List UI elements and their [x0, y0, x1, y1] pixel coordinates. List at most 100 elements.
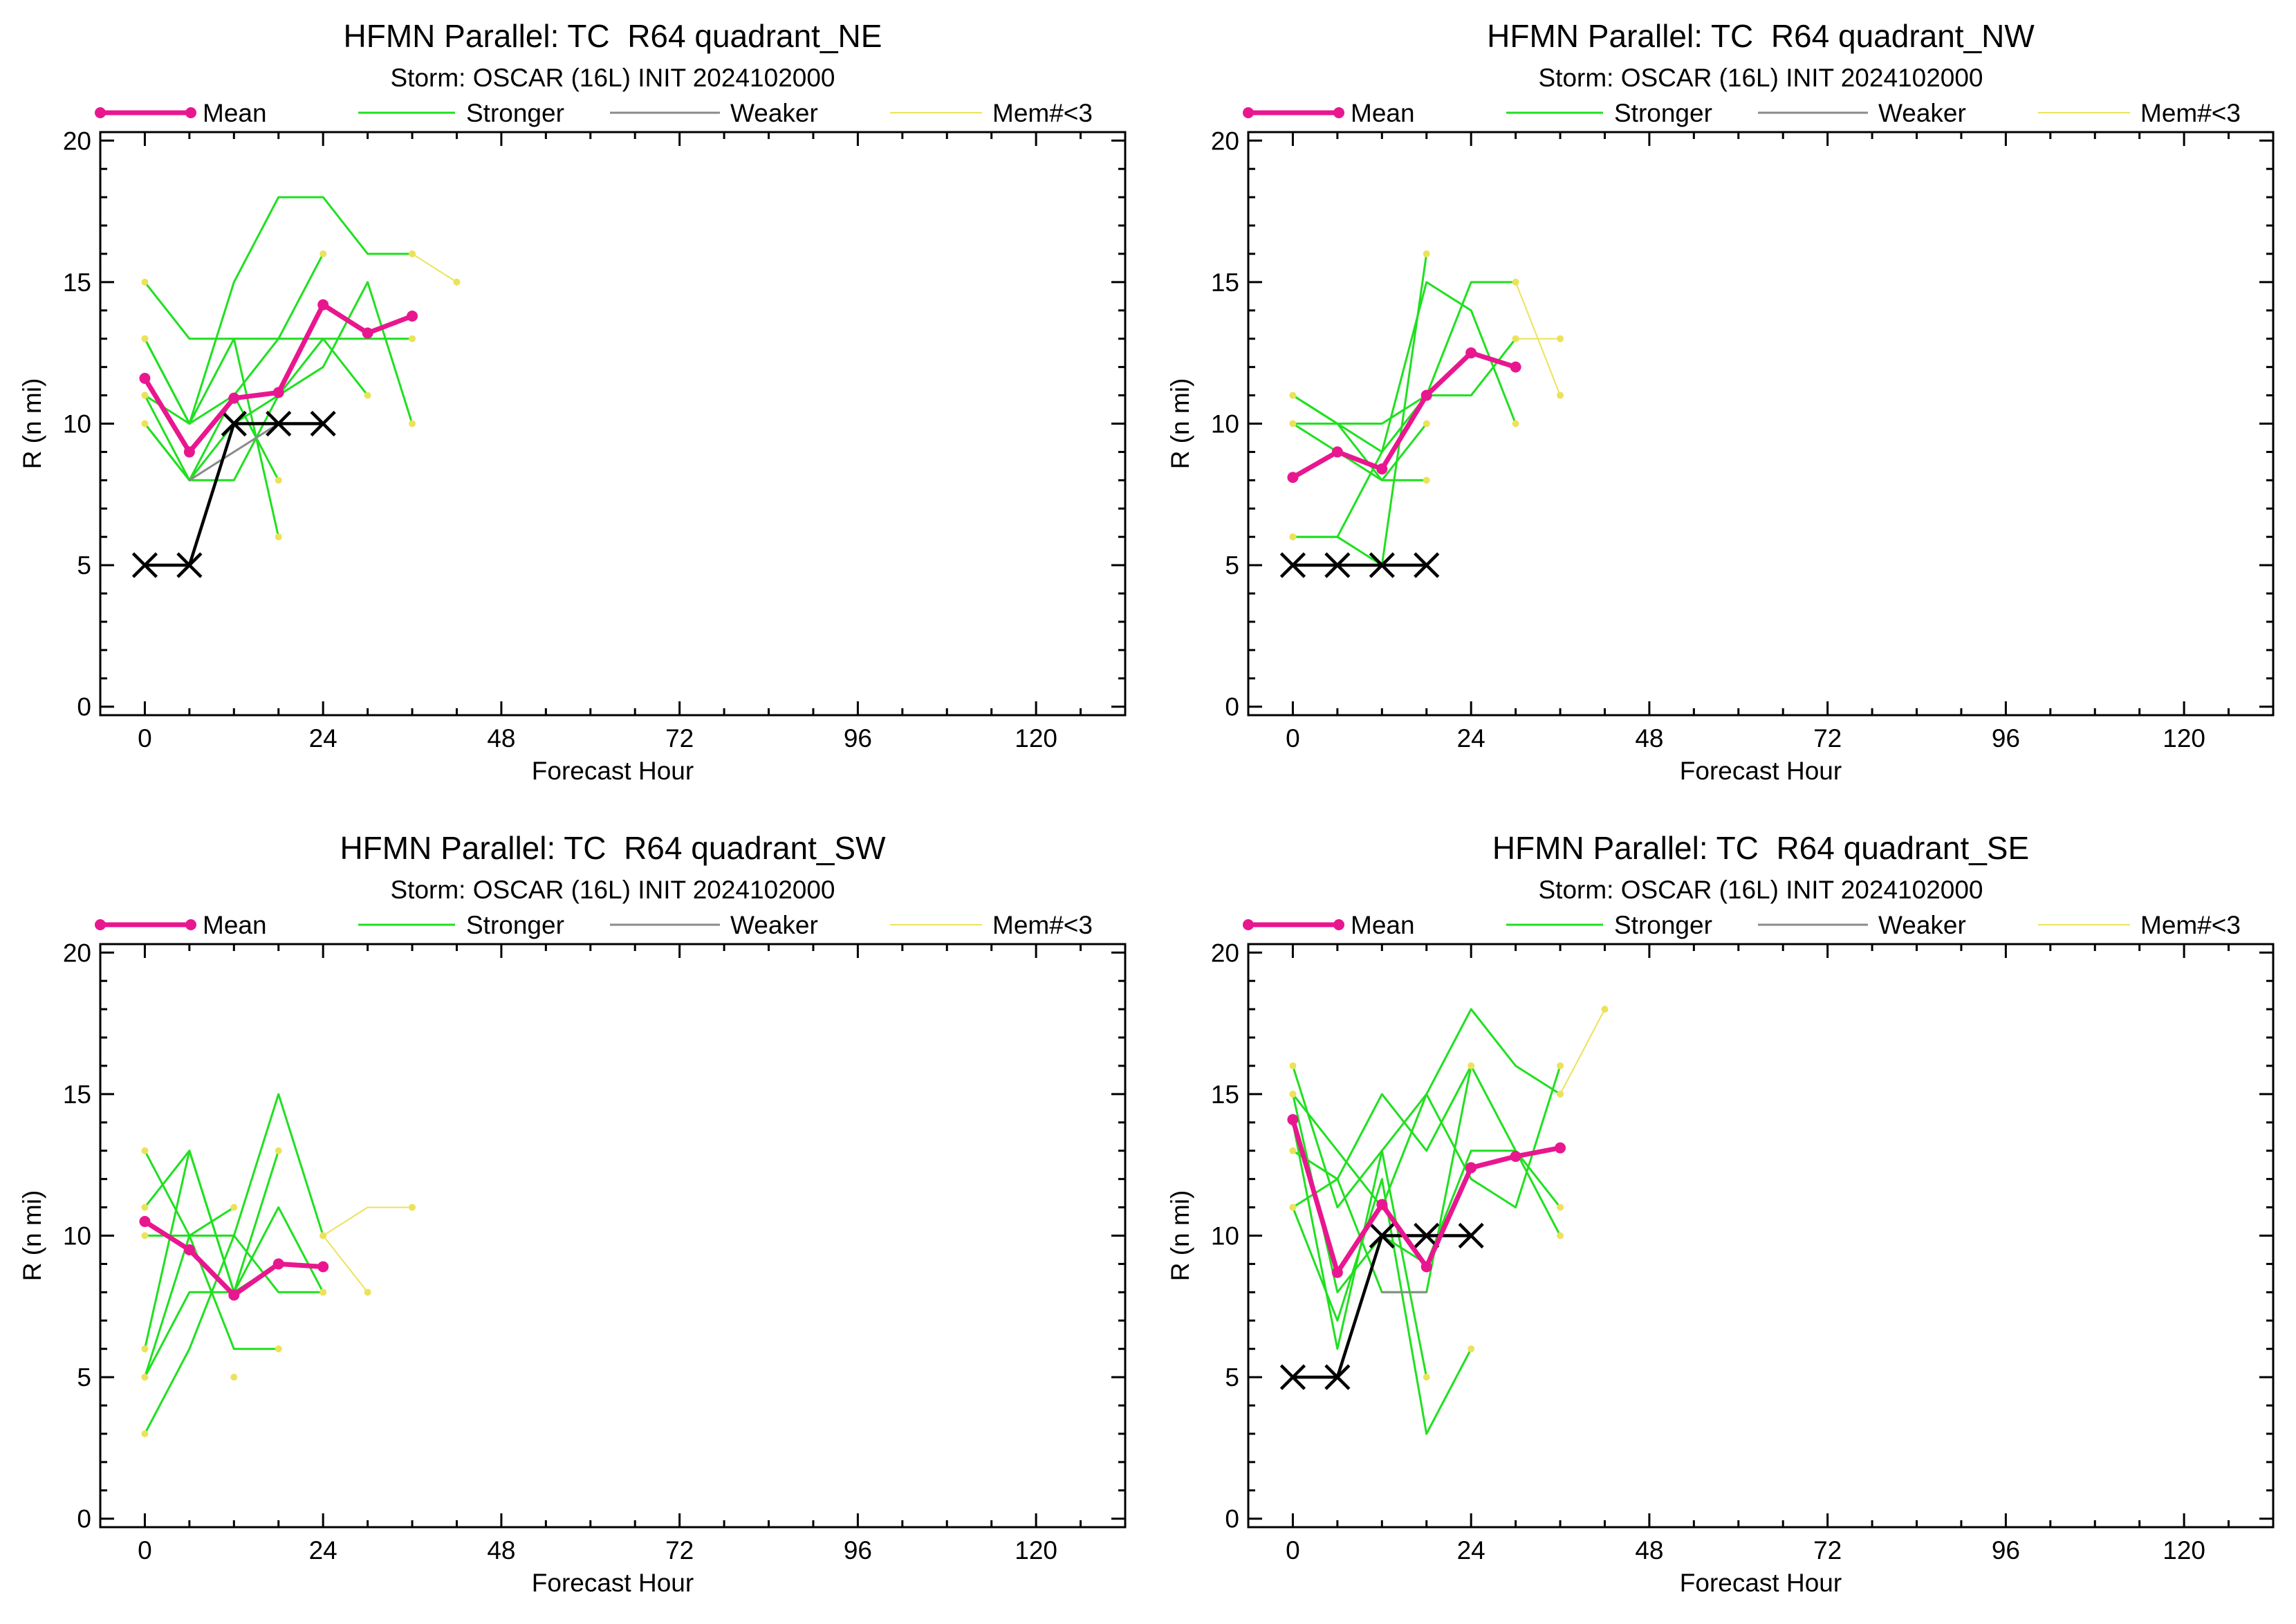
legend-weaker-label: Weaker: [730, 911, 818, 939]
member-endpoint-dot: [141, 1374, 149, 1381]
legend-mean-marker: [95, 107, 106, 118]
mean-point: [272, 1258, 284, 1270]
y-tick-label: 5: [77, 551, 91, 580]
x-tick-label: 48: [487, 1536, 515, 1565]
y-axis-label: R (n mi): [18, 378, 46, 470]
y-tick-label: 10: [1211, 410, 1239, 439]
mean-point: [1287, 472, 1299, 483]
legend-stronger-label: Stronger: [466, 911, 564, 939]
y-tick-label: 15: [63, 1080, 91, 1109]
x-tick-label: 48: [1635, 724, 1663, 753]
stronger-member-line: [143, 1093, 324, 1237]
x-tick-label: 24: [309, 724, 337, 753]
member-endpoint-dot: [1601, 1006, 1609, 1013]
chart-title: HFMN Parallel: TC R64 quadrant_NE: [344, 18, 882, 54]
legend-stronger-label: Stronger: [1614, 911, 1712, 939]
legend-mean-label: Mean: [203, 99, 267, 127]
member-endpoint-dot: [364, 391, 371, 399]
member-endpoint-dot: [320, 1232, 327, 1239]
mean-point: [1465, 1162, 1477, 1174]
stronger-member-line: [143, 1235, 324, 1435]
x-marker-stroke: [1369, 552, 1395, 578]
legend-mean-label: Mean: [1351, 911, 1415, 939]
x-marker-stroke: [310, 410, 336, 437]
observed-x-marker: [1458, 1222, 1484, 1249]
y-tick-label: 0: [77, 693, 91, 721]
y-tick-label: 0: [1225, 693, 1239, 721]
mean-point: [317, 299, 329, 311]
x-tick-label: 0: [138, 1536, 152, 1565]
y-tick-label: 5: [1225, 551, 1239, 580]
y-tick-label: 0: [1225, 1505, 1239, 1533]
x-tick-label: 72: [665, 1536, 694, 1565]
observed-x-marker: [1279, 552, 1306, 578]
member-endpoint-dot: [1289, 533, 1297, 541]
x-marker-stroke: [131, 552, 158, 578]
x-tick-label: 96: [844, 724, 872, 753]
y-tick-label: 15: [1211, 268, 1239, 297]
observed-x-marker: [266, 410, 292, 437]
member-endpoint-dot: [141, 1147, 149, 1154]
legend-mean-marker: [1243, 107, 1254, 118]
chart-subtitle: Storm: OSCAR (16L) INIT 2024102000: [390, 64, 835, 92]
y-tick-label: 10: [63, 410, 91, 439]
x-marker-stroke: [1279, 1364, 1306, 1390]
observed-x-marker: [1324, 1364, 1351, 1390]
chart-subtitle: Storm: OSCAR (16L) INIT 2024102000: [1538, 64, 1983, 92]
x-tick-label: 96: [1992, 1536, 2020, 1565]
legend-mean-marker: [1243, 919, 1254, 930]
legend-mem-lt3-label: Mem#<3: [992, 911, 1093, 939]
x-marker-stroke: [1369, 1222, 1395, 1249]
x-tick-label: 0: [1286, 724, 1300, 753]
y-axis-label: R (n mi): [18, 1190, 46, 1282]
y-tick-label: 15: [63, 268, 91, 297]
mem-lt3-line: [322, 1206, 413, 1237]
legend-weaker-label: Weaker: [730, 99, 818, 127]
chart-title: HFMN Parallel: TC R64 quadrant_SE: [1492, 830, 2029, 866]
chart-panel: HFMN Parallel: TC R64 quadrant_NW Storm: …: [1166, 18, 2275, 785]
legend-mean-marker: [185, 919, 196, 930]
stronger-member-line: [143, 1235, 280, 1350]
member-endpoint-dot: [1423, 477, 1430, 484]
legend-mem-lt3-label: Mem#<3: [992, 99, 1093, 127]
member-endpoint-dot: [1289, 420, 1297, 427]
legend-mean-label: Mean: [1351, 99, 1415, 127]
x-tick-label: 72: [1813, 724, 1842, 753]
observed-x-marker: [1369, 552, 1395, 578]
x-tick-label: 120: [1015, 1536, 1057, 1565]
legend-mean-marker: [185, 107, 196, 118]
y-tick-label: 5: [1225, 1363, 1239, 1392]
stronger-member-line: [1291, 338, 1517, 453]
observed-x-marker: [221, 410, 247, 437]
x-tick-label: 24: [1457, 1536, 1485, 1565]
observed-x-marker: [1414, 552, 1440, 578]
mean-point: [183, 446, 195, 458]
member-endpoint-dot: [320, 1289, 327, 1296]
y-tick-label: 10: [63, 1222, 91, 1251]
mean-point: [1331, 446, 1343, 458]
member-endpoint-dot: [1289, 391, 1297, 399]
stronger-member-line: [1291, 394, 1428, 481]
legend-weaker-label: Weaker: [1878, 911, 1966, 939]
member-endpoint-dot: [1512, 278, 1519, 286]
member-endpoint-dot: [141, 1430, 149, 1437]
member-endpoint-dot: [1468, 1062, 1475, 1069]
y-tick-label: 20: [63, 939, 91, 967]
x-tick-label: 0: [138, 724, 152, 753]
x-axis-label: Forecast Hour: [1680, 757, 1842, 785]
mean-point: [1420, 389, 1432, 401]
x-tick-label: 24: [309, 1536, 337, 1565]
chart-title: HFMN Parallel: TC R64 quadrant_NW: [1487, 18, 2035, 54]
member-endpoint-dot: [1468, 1345, 1475, 1353]
y-axis-label: R (n mi): [1166, 1190, 1194, 1282]
member-endpoint-dot: [141, 278, 149, 286]
x-marker-stroke: [221, 410, 247, 437]
stronger-member-line: [143, 1206, 235, 1378]
mean-point: [139, 373, 151, 385]
x-tick-label: 48: [1635, 1536, 1663, 1565]
legend-weaker-label: Weaker: [1878, 99, 1966, 127]
member-endpoint-dot: [1557, 1232, 1564, 1239]
mean-point: [1510, 361, 1521, 373]
mem-lt3-line: [322, 1235, 369, 1293]
mean-point: [139, 1216, 151, 1228]
